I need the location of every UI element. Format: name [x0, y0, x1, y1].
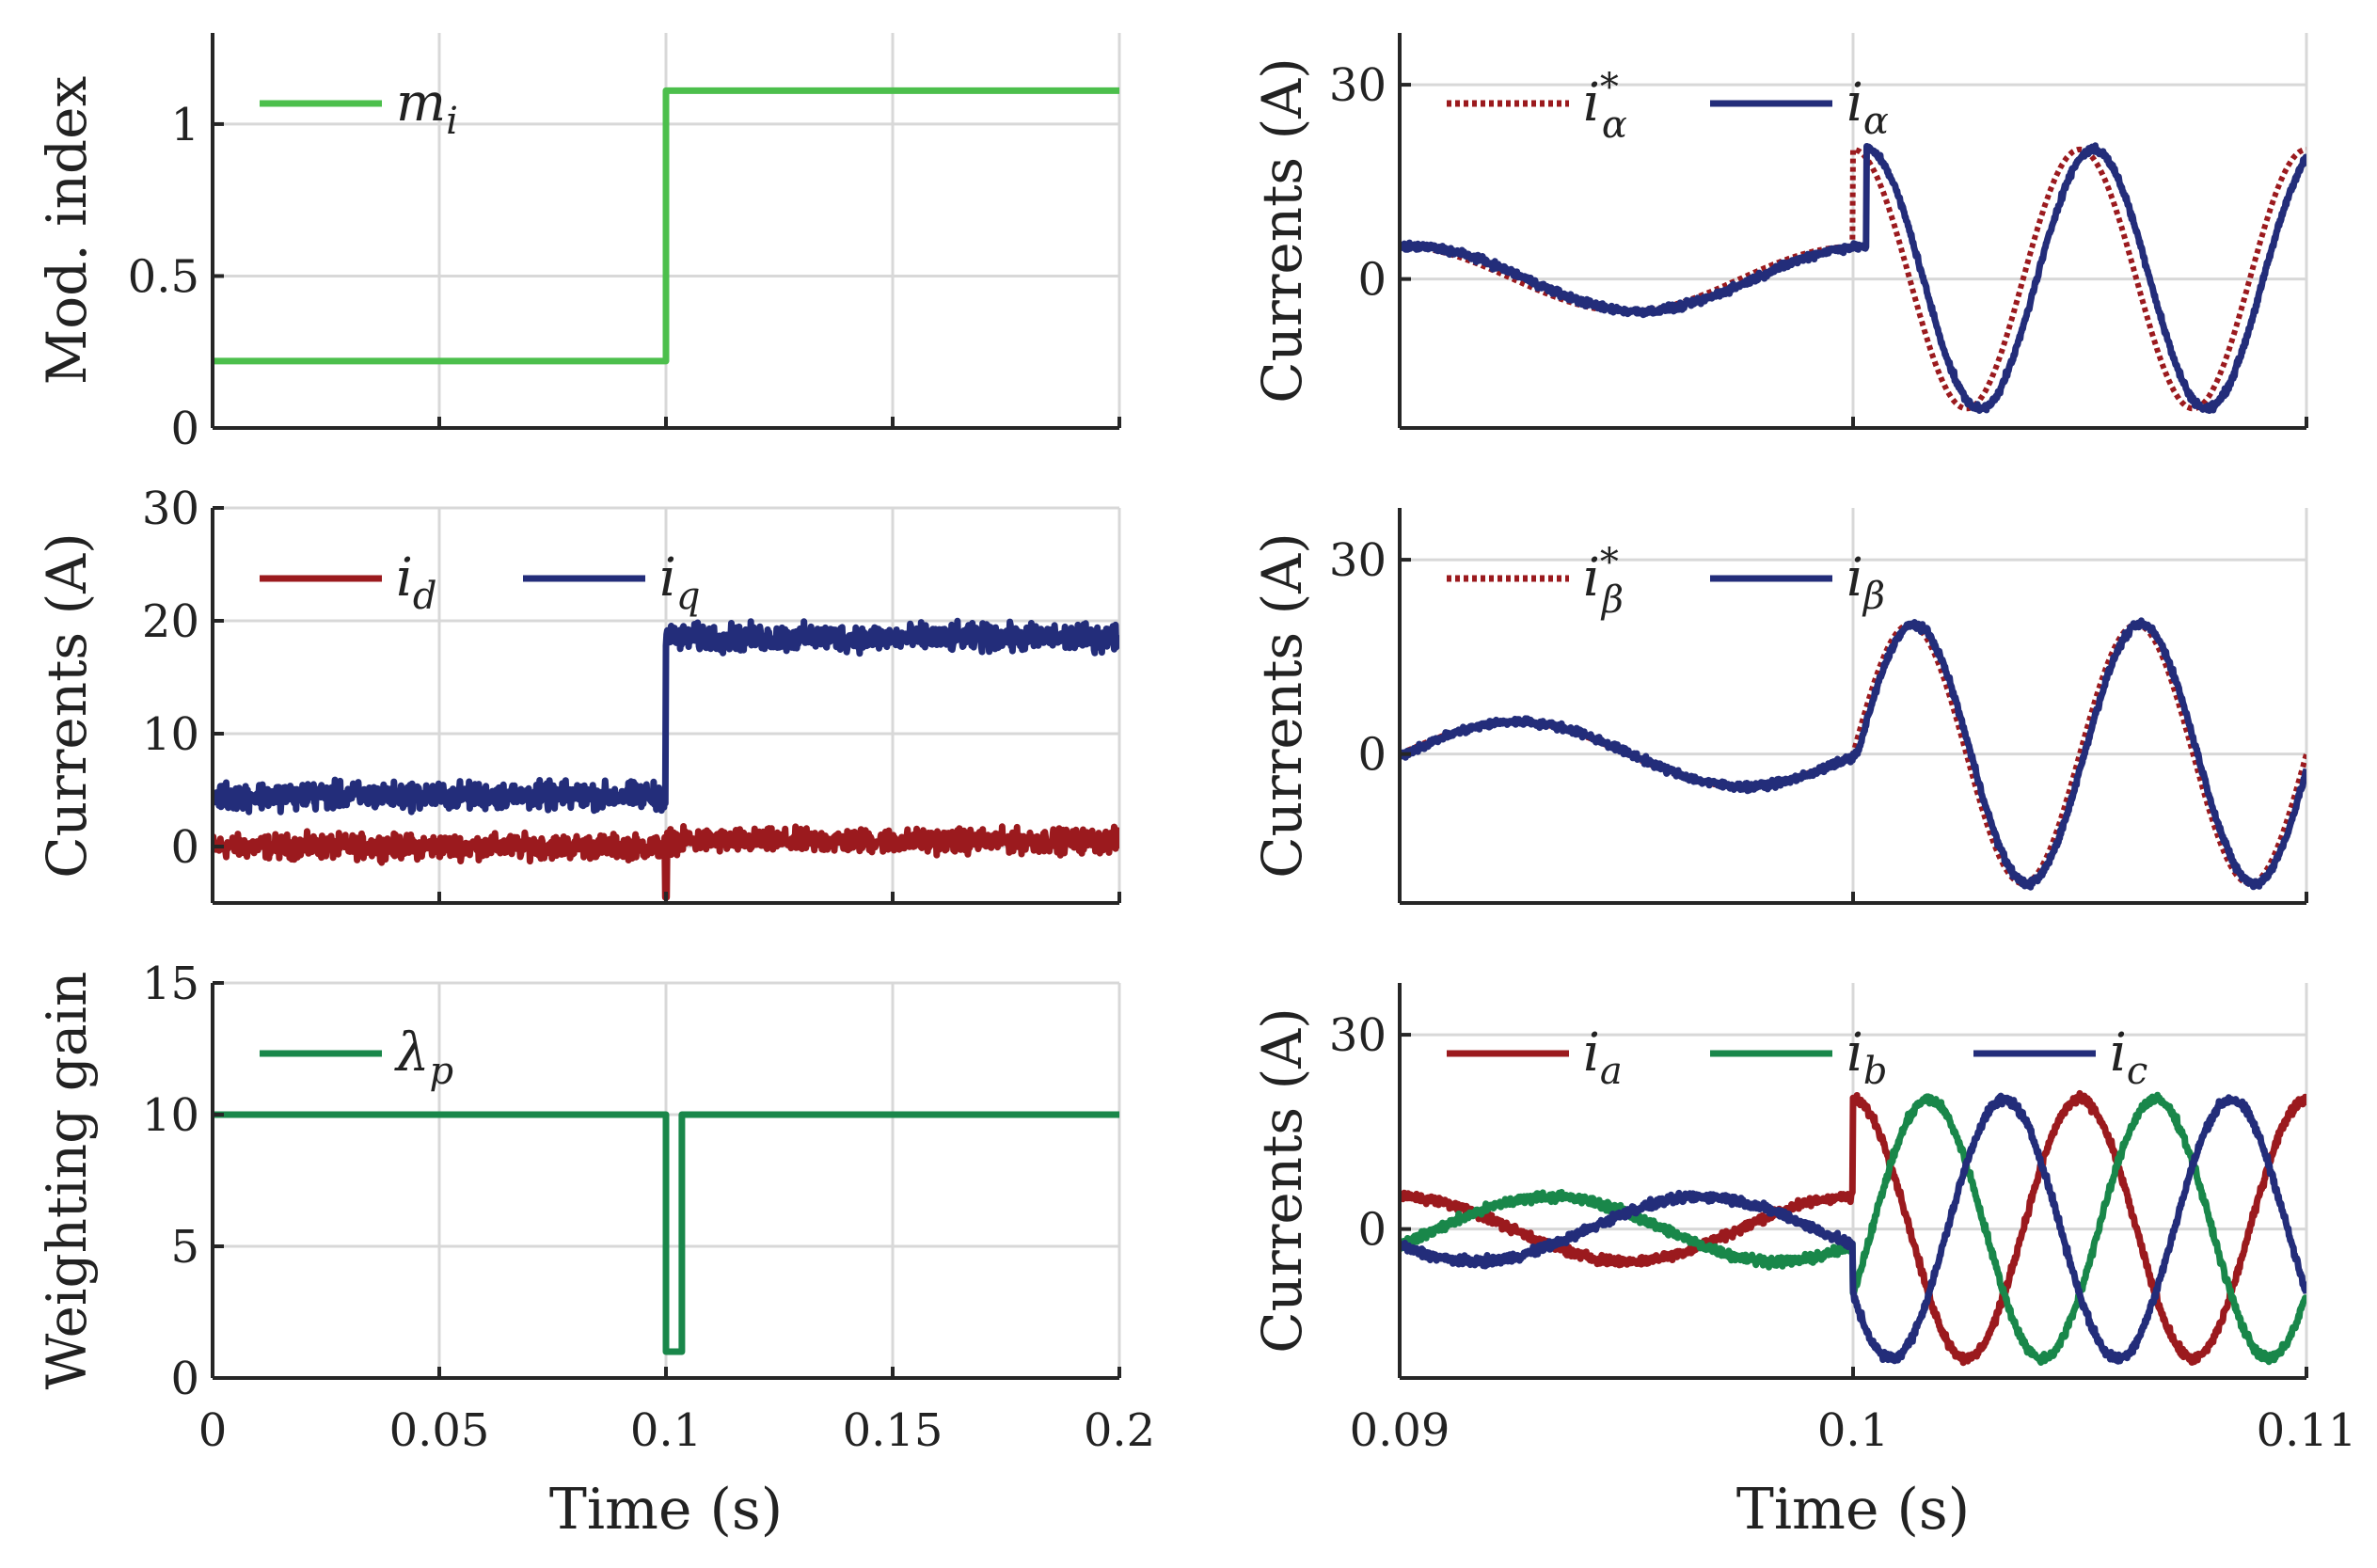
x-tick-label: 0.2	[1084, 1404, 1155, 1457]
legend: id iq	[260, 547, 701, 618]
legend-label: mi	[396, 72, 458, 143]
chart-mod-index: 0 0.5 1 Mod. index mi	[35, 33, 1121, 455]
legend-label: i* β	[1583, 541, 1624, 622]
y-tick-label: 0	[1357, 1204, 1387, 1257]
y-tick-label: 0	[1357, 254, 1387, 307]
chart-weighting-gain: 0 5 10 15 0 0.05 0.1 0.15 0.2 Weighting gain Time …	[35, 958, 1155, 1543]
series-line-mi	[213, 87, 1119, 365]
y-tick-label: 10	[142, 708, 199, 761]
y-tick-label: 30	[142, 483, 199, 535]
y-tick-label: 15	[142, 958, 199, 1010]
y-tick-label: 20	[142, 595, 199, 648]
y-tick-label: 30	[1329, 1009, 1387, 1062]
y-tick-label: 0	[170, 403, 199, 455]
y-tick-label: 0	[1357, 729, 1387, 782]
legend: mi	[260, 72, 458, 143]
y-tick-label: 1	[170, 99, 199, 151]
legend-label: ic	[2110, 1022, 2147, 1093]
chart-beta-currents: 0 30 Currents (A) i* β iβ	[1250, 508, 2308, 905]
series-line-iα	[1400, 146, 2306, 412]
x-axis-label: Time (s)	[549, 1477, 783, 1543]
series-line-iα	[1400, 142, 2306, 414]
legend-label: iq	[659, 547, 701, 618]
chart-abc-currents: 0 30 0.09 0.1 0.11 Currents (A) Time (s) ia ib ic	[1250, 983, 2356, 1543]
y-tick-label: 30	[1329, 534, 1387, 587]
x-tick-label: 0.05	[389, 1404, 490, 1457]
x-tick-label: 0.11	[2257, 1404, 2357, 1457]
series-line-id	[213, 823, 1119, 901]
legend-label: λp	[394, 1022, 453, 1093]
y-tick-label: 0.5	[128, 250, 199, 303]
x-tick-label: 0.09	[1350, 1404, 1450, 1457]
legend-label: iα	[1846, 72, 1889, 143]
x-axis-label: Time (s)	[1736, 1477, 1970, 1543]
y-axis-label: Currents (A)	[1250, 532, 1314, 879]
legend-label: i* α	[1583, 66, 1627, 147]
y-tick-label: 0	[170, 1353, 199, 1405]
y-tick-label: 0	[170, 821, 199, 874]
series-line-λp	[213, 1111, 1119, 1355]
legend: i* α iα	[1447, 66, 1889, 147]
x-tick-label: 0.15	[843, 1404, 943, 1457]
y-tick-label: 10	[142, 1089, 199, 1142]
x-tick-label: 0.1	[1817, 1404, 1889, 1457]
legend-label: ib	[1846, 1022, 1888, 1093]
y-tick-label: 30	[1329, 59, 1387, 112]
legend: i* β iβ	[1447, 541, 1885, 622]
legend: λp	[260, 1022, 453, 1093]
y-axis-label: Weighting gain	[35, 972, 99, 1390]
series-line-iβ	[1400, 617, 2306, 891]
series-line-ic	[1400, 1092, 2306, 1365]
y-axis-label: Currents (A)	[35, 532, 99, 879]
x-tick-label: 0	[198, 1404, 228, 1457]
y-axis-label: Currents (A)	[1250, 57, 1314, 404]
y-tick-label: 5	[170, 1221, 199, 1274]
chart-dq-currents: 0 10 20 30 Currents (A) id iq	[35, 483, 1121, 905]
legend-label: ia	[1583, 1022, 1623, 1093]
legend: ia ib ic	[1447, 1022, 2147, 1093]
y-axis-label: Mod. index	[35, 76, 99, 385]
chart-alpha-currents: 0 30 Currents (A) i* α iα	[1250, 33, 2308, 430]
legend-label: id	[396, 547, 437, 618]
y-axis-label: Currents (A)	[1250, 1007, 1314, 1354]
series-line-iq	[213, 617, 1119, 816]
legend-label: iβ	[1846, 547, 1885, 618]
x-tick-label: 0.1	[630, 1404, 702, 1457]
